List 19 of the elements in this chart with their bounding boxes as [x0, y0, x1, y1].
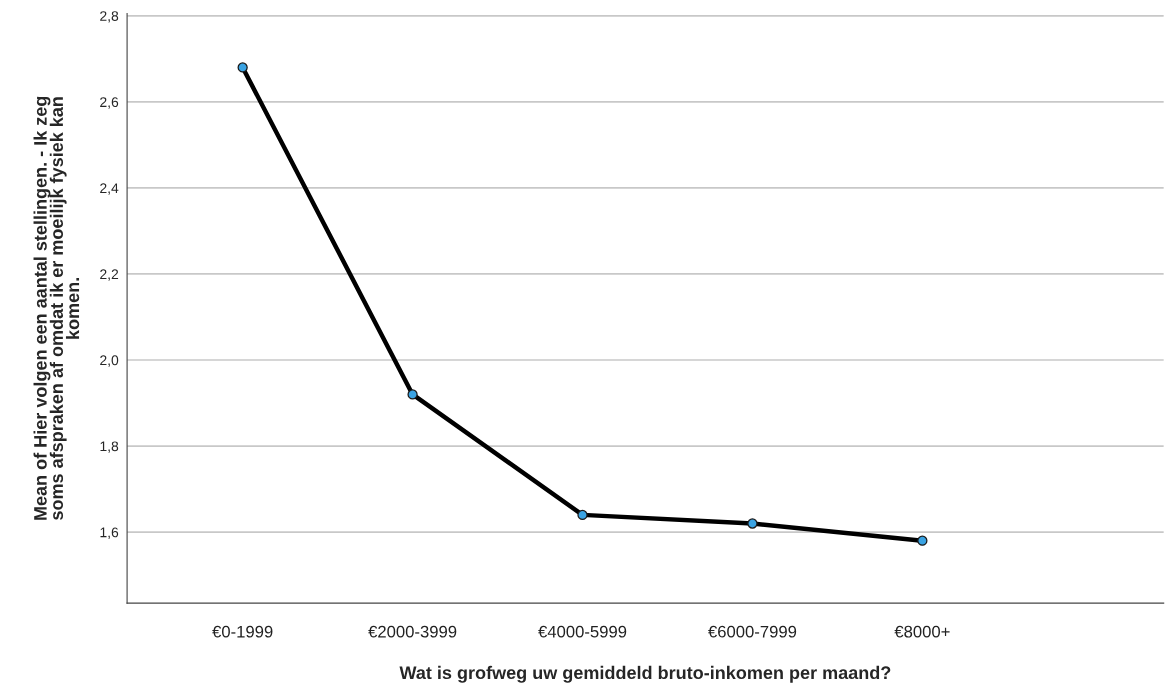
x-axis-title: Wat is grofweg uw gemiddeld bruto-inkomen per maand?	[399, 665, 891, 683]
x-tick-label: €6000-7999	[708, 625, 797, 638]
point	[577, 509, 588, 521]
y-tick-label: 2,8	[100, 11, 119, 23]
y-tick-label: 2,0	[100, 355, 119, 367]
y-axis-title: Mean of Hier volgen een aantal stellingen. - Ik zeg soms afspraken af omdat ik er moeilijk fysiek kan komen.	[33, 96, 80, 520]
x-tick-label: €0-1999	[212, 625, 273, 638]
y-tick-label: 2,2	[100, 269, 119, 281]
point	[237, 62, 248, 73]
x-tick-label: €4000-5999	[538, 625, 627, 638]
x-tick-label: €2000-3999	[368, 625, 457, 638]
y-tick-label: 1,6	[100, 527, 119, 539]
point	[747, 518, 758, 529]
y-tick-label: 2,4	[100, 183, 119, 195]
point	[917, 535, 928, 546]
point	[407, 389, 418, 400]
y-tick-label: 2,6	[100, 97, 119, 109]
x-tick-label: €8000+	[894, 625, 950, 638]
y-tick-label: 1,8	[100, 441, 119, 453]
